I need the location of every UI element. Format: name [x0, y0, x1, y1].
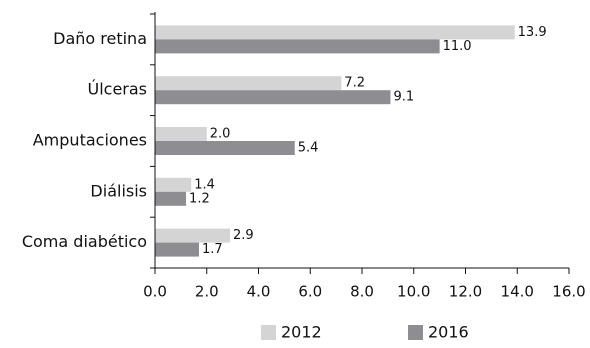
x-tick-label: 12.0 [449, 283, 482, 301]
value-label: 1.7 [202, 242, 223, 257]
legend-swatch [261, 325, 276, 340]
x-tick-label: 2.0 [195, 283, 219, 301]
bar [155, 76, 342, 91]
x-tick-label: 14.0 [501, 283, 534, 301]
x-tick-label: 0.0 [143, 283, 167, 301]
value-label: 2.0 [210, 127, 231, 142]
value-label: 2.9 [233, 228, 254, 243]
value-label: 1.4 [194, 177, 215, 192]
legend-swatch [408, 325, 423, 340]
bar [155, 39, 440, 54]
y-tick-label: Diálisis [90, 181, 147, 200]
x-tick-label: 6.0 [298, 283, 322, 301]
bar [155, 177, 192, 192]
legend-label: 2012 [281, 323, 322, 342]
bar [155, 90, 391, 105]
value-label: 9.1 [393, 90, 414, 105]
value-label: 11.0 [443, 39, 472, 54]
bar [155, 127, 207, 141]
bar [155, 242, 199, 257]
legend-label: 2016 [428, 323, 469, 342]
y-tick-label: Úlceras [87, 80, 147, 99]
y-tick-label: Amputaciones [33, 131, 147, 150]
x-tick-label: 8.0 [350, 283, 374, 301]
x-tick-label: 10.0 [397, 283, 430, 301]
bar [155, 25, 515, 40]
bar [155, 191, 187, 206]
value-label: 5.4 [298, 141, 319, 156]
x-tick-label: 4.0 [247, 283, 271, 301]
value-label: 1.2 [189, 191, 210, 206]
y-tick-label: Daño retina [53, 29, 147, 48]
bar [155, 228, 231, 243]
x-tick-label: 16.0 [552, 283, 585, 301]
y-tick-label: Coma diabético [22, 232, 147, 251]
bar [155, 141, 295, 155]
value-label: 13.9 [518, 25, 547, 40]
value-label: 7.2 [344, 76, 365, 91]
